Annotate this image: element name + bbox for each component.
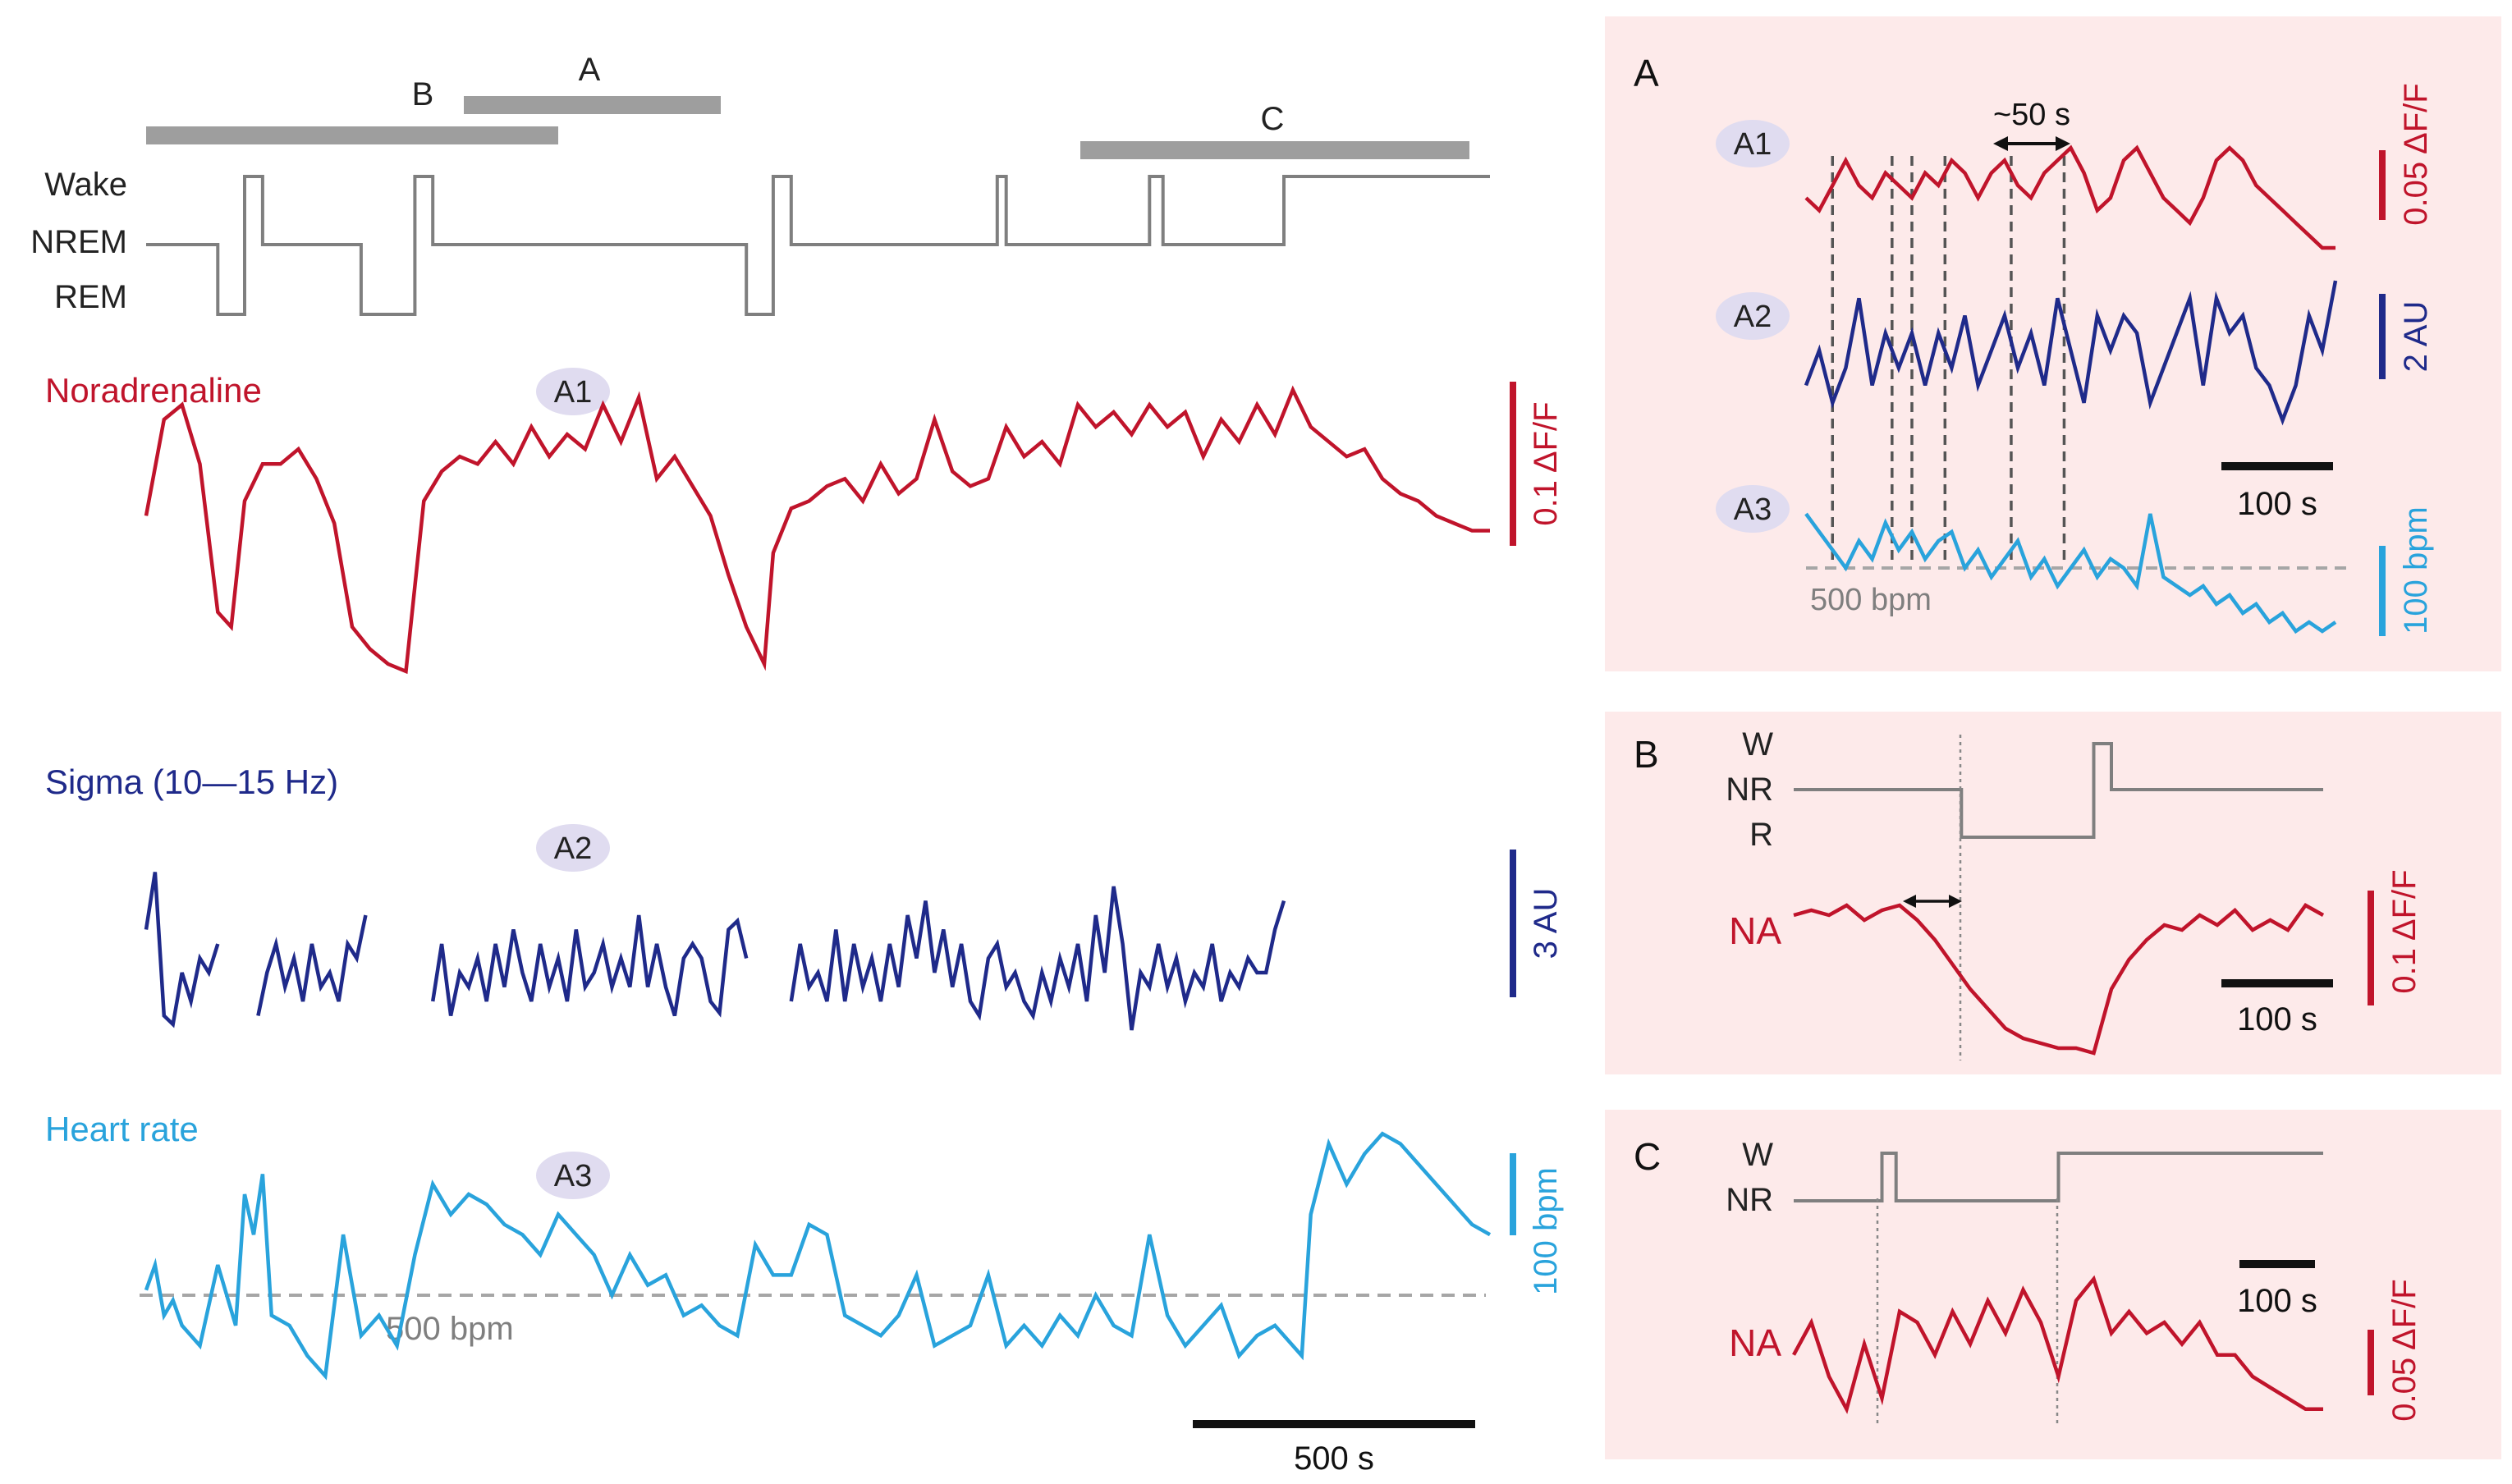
panel-c-na-trace (1792, 1275, 2323, 1414)
overview-panel: B A C Wake NREM REM Noradrenaline A1 0.1… (30, 52, 1564, 1477)
sigma-bubble: A2 (536, 824, 610, 872)
state-label-wake: Wake (44, 167, 127, 203)
na-trace (144, 385, 1490, 675)
na-bubble-label: A1 (554, 375, 592, 410)
window-label-c: C (1261, 101, 1285, 137)
panel-c-state-w: W (1742, 1137, 1773, 1173)
panel-b-state-r: R (1749, 817, 1773, 853)
panel-c-time-scale-label: 100 s (2237, 1283, 2317, 1319)
panel-a-time-scale-label: 100 s (2237, 486, 2317, 522)
window-label-b: B (412, 76, 434, 112)
na-bubble: A1 (536, 368, 610, 415)
panel-a-sigma-trace (1804, 280, 2338, 426)
panel-b-state-nr: NR (1726, 772, 1773, 808)
panel-a-bubble-3-label: A3 (1734, 492, 1772, 527)
panel-c-state-nr: NR (1726, 1182, 1773, 1218)
alignment-lines (1831, 156, 2066, 566)
panel-c-na-label: NA (1729, 1321, 1781, 1364)
panel-b-letter: B (1634, 733, 1659, 776)
panel-b-lead-arrow-head-right (1949, 895, 1962, 908)
panel-c-background (1605, 1110, 2501, 1459)
panel-b: B W NR R NA 0.1 ΔF/F 100 s (1605, 712, 2501, 1074)
panel-a-bubble-3: A3 (1716, 485, 1790, 533)
panel-a-na-trace (1804, 144, 2336, 250)
window-bar-b (146, 126, 558, 144)
hr-trace (144, 1131, 1492, 1381)
sigma-segment (430, 914, 749, 1018)
panel-a-hr-scale-label: 100 bpm (2398, 506, 2434, 634)
window-bar-a (464, 96, 721, 114)
panel-a-bubble-1-label: A1 (1734, 127, 1772, 162)
hr-scale-label: 100 bpm (1528, 1167, 1564, 1295)
panel-b-na-trace (1793, 903, 2325, 1056)
panel-b-lead-arrow-head-left (1903, 895, 1916, 908)
window-bar-c (1080, 141, 1469, 159)
period-arrow-head-right (2056, 136, 2070, 151)
period-annotation: ~50 s (1993, 98, 2070, 132)
sigma-scale-label: 3 AU (1528, 888, 1564, 960)
window-label-a: A (579, 52, 601, 88)
panel-b-time-scale-label: 100 s (2237, 1001, 2317, 1037)
panel-c: C W NR NA 100 s 0.05 ΔF/F (1605, 1110, 2501, 1459)
panel-a-letter: A (1634, 52, 1659, 94)
panel-a-bubble-1: A1 (1716, 120, 1790, 167)
sigma-trace (144, 872, 1286, 1031)
hypnogram-trace (146, 175, 1490, 316)
na-trace-label: Noradrenaline (45, 371, 262, 410)
panel-a-bubble-2: A2 (1716, 292, 1790, 340)
panel-a-bubble-2-label: A2 (1734, 300, 1772, 334)
state-label-nrem: NREM (30, 224, 127, 260)
panel-b-state-w: W (1742, 726, 1773, 763)
sigma-trace-label: Sigma (10—15 Hz) (45, 763, 338, 801)
panel-b-na-scale-label: 0.1 ΔF/F (2386, 869, 2423, 993)
panel-a: A ~50 s A1 A2 A3 500 bpm 0.05 ΔF/F 2 AU … (1605, 16, 2501, 671)
sigma-bubble-label: A2 (554, 831, 592, 866)
panel-a-baseline-label: 500 bpm (1810, 583, 1932, 617)
time-scale-label: 500 s (1294, 1440, 1374, 1477)
sigma-segment (256, 914, 368, 1016)
hr-trace-label: Heart rate (45, 1110, 199, 1148)
hr-bubble: A3 (536, 1152, 610, 1199)
panel-b-na-label: NA (1729, 909, 1781, 952)
panel-a-sigma-scale-label: 2 AU (2398, 301, 2434, 373)
sigma-segment (789, 886, 1286, 1031)
period-arrow-head-left (1993, 136, 2008, 151)
panel-c-na-scale-label: 0.05 ΔF/F (2386, 1279, 2423, 1421)
panel-c-letter: C (1634, 1135, 1661, 1178)
sigma-segment (144, 872, 220, 1028)
panel-b-background (1605, 712, 2501, 1074)
state-label-rem: REM (54, 279, 127, 315)
window-bars (146, 96, 1469, 159)
panel-a-na-scale-label: 0.05 ΔF/F (2398, 83, 2434, 225)
panel-a-hr-trace (1804, 512, 2337, 634)
panel-c-hypnogram (1794, 1152, 2323, 1202)
hr-bubble-label: A3 (554, 1159, 592, 1193)
na-scale-label: 0.1 ΔF/F (1528, 401, 1564, 525)
hr-baseline-label: 500 bpm (386, 1311, 514, 1347)
panel-b-hypnogram (1794, 742, 2323, 839)
